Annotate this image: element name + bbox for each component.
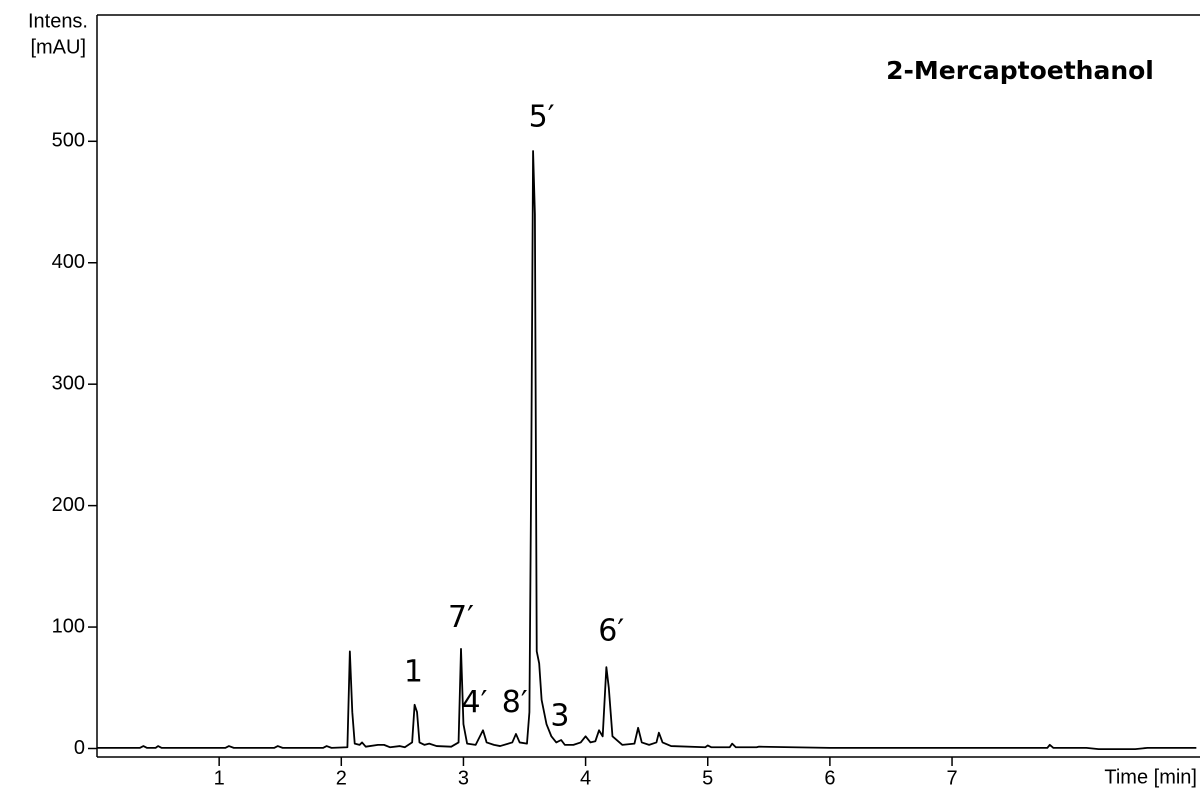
x-tick-label: 7 — [946, 767, 957, 789]
x-tick-label: 2 — [336, 767, 347, 789]
chart-title: 2-Mercaptoethanol — [886, 56, 1154, 85]
peak-label: 3 — [550, 698, 569, 733]
chromatogram-trace — [97, 150, 1197, 751]
y-axis-label: [mAU] — [30, 36, 86, 58]
x-tick-label: 3 — [458, 767, 469, 789]
x-tick-label: 5 — [702, 767, 713, 789]
peak-label: 1 — [404, 655, 423, 690]
y-tick-label: 400 — [52, 251, 85, 273]
x-tick-label: 1 — [214, 767, 225, 789]
y-tick-label: 500 — [52, 130, 85, 152]
peak-label: 8′ — [502, 685, 528, 720]
y-tick-label: 100 — [52, 615, 85, 637]
peak-label: 5′ — [529, 100, 555, 135]
x-tick-label: 4 — [580, 767, 591, 789]
peak-label: 6′ — [598, 613, 624, 648]
x-tick-label: 6 — [824, 767, 835, 789]
y-tick-label: 200 — [52, 494, 85, 516]
y-tick-label: 300 — [52, 372, 85, 394]
x-axis-label: Time [min] — [1104, 766, 1197, 788]
y-axis-label: Intens. — [28, 10, 88, 32]
peak-label: 7′ — [448, 600, 474, 635]
y-tick-label: 0 — [74, 737, 85, 759]
peak-label: 4′ — [461, 685, 487, 720]
